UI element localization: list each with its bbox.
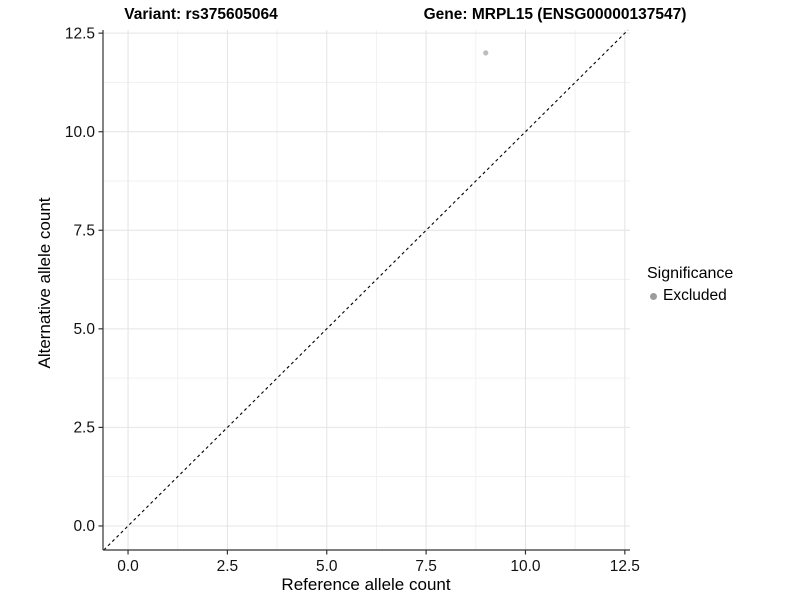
- gene-title: Gene: MRPL15 (ENSG00000137547): [423, 6, 687, 23]
- data-point: [483, 50, 489, 56]
- y-tick-label: 2.5: [73, 420, 95, 437]
- x-tick-label: 7.5: [415, 558, 437, 575]
- x-tick-label: 5.0: [316, 558, 338, 575]
- x-tick-label: 0.0: [117, 558, 139, 575]
- y-tick-label: 10.0: [65, 124, 96, 141]
- legend-key-dot-icon: [650, 292, 657, 300]
- y-tick-label: 0.0: [73, 518, 95, 535]
- x-axis-title: Reference allele count: [281, 575, 451, 594]
- y-tick-label: 7.5: [73, 222, 95, 239]
- legend-item-excluded: Excluded: [647, 287, 733, 305]
- y-axis-title: Alternative allele count: [35, 197, 54, 369]
- variant-title: Variant: rs375605064: [124, 6, 278, 23]
- legend: Significance Excluded: [647, 265, 733, 305]
- legend-item-label: Excluded: [663, 287, 727, 304]
- y-tick-label: 5.0: [73, 321, 95, 338]
- y-tick-label: 12.5: [65, 25, 95, 42]
- x-tick-label: 12.5: [610, 558, 640, 575]
- x-tick-label: 2.5: [217, 558, 239, 575]
- x-tick-label: 10.0: [510, 558, 541, 575]
- legend-title: Significance: [647, 265, 734, 282]
